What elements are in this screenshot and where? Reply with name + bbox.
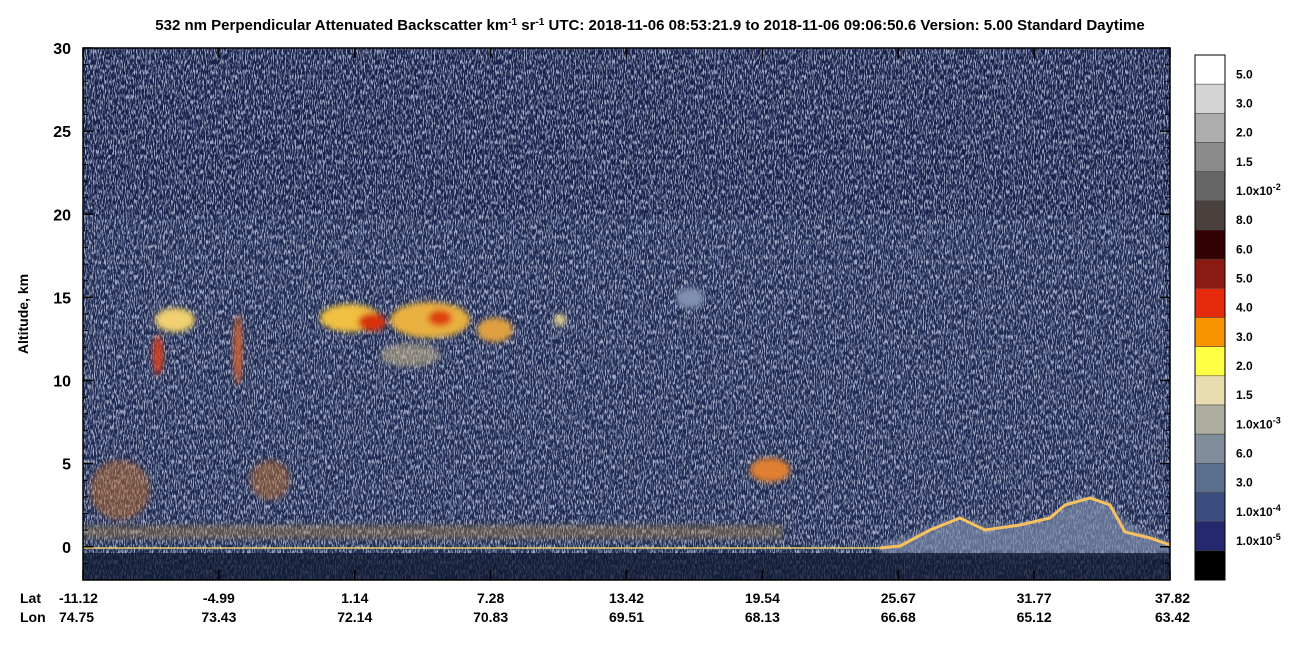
colorbar-label: 5.0 — [1236, 67, 1253, 81]
colorbar-label: 8.0 — [1236, 213, 1253, 227]
colorbar-label: 1.0x10-4 — [1236, 503, 1281, 519]
colorbar-label: 6.0 — [1236, 242, 1253, 256]
colorbar-swatch — [1194, 521, 1226, 552]
x-tick-label: 72.14 — [337, 609, 372, 625]
x-tick-label: 37.82 — [1155, 590, 1190, 606]
colorbar-swatch — [1194, 229, 1226, 260]
x-tick-label: 25.67 — [881, 590, 916, 606]
colorbar-label: 4.0 — [1236, 301, 1253, 315]
colorbar-label-exp: -2 — [1273, 182, 1281, 192]
colorbar-label: 3.0 — [1236, 97, 1253, 111]
colorbar-label: 1.0x10-3 — [1236, 415, 1281, 431]
colorbar-label: 2.0 — [1236, 359, 1253, 373]
colorbar-swatch — [1194, 550, 1226, 581]
x-row-label: Lon — [20, 609, 46, 625]
colorbar-label: 3.0 — [1236, 330, 1253, 344]
y-tick-label: 20 — [53, 207, 71, 224]
colorbar-label: 6.0 — [1236, 447, 1253, 461]
surface-return — [879, 496, 1170, 550]
colorbar-label-base: 1.0x10 — [1236, 534, 1273, 548]
y-tick-label: 0 — [62, 540, 71, 557]
y-tick-label: 10 — [53, 374, 71, 391]
colorbar-label: 5.0 — [1236, 272, 1253, 286]
colorbar-swatch — [1194, 142, 1226, 172]
colorbar-label: 1.0x10-2 — [1236, 182, 1281, 198]
x-tick-label: 65.12 — [1017, 609, 1052, 625]
colorbar-label: 1.0x10-5 — [1236, 532, 1281, 548]
y-axis-label: Altitude, km — [15, 274, 31, 354]
title-part: 532 nm Perpendicular Attenuated Backscat… — [155, 17, 508, 34]
colorbar-swatch — [1194, 54, 1226, 85]
y-tick-label: 30 — [53, 41, 71, 58]
colorbar-swatch — [1194, 346, 1226, 377]
colorbar-label-base: 1.0x10 — [1236, 417, 1273, 431]
y-tick-label: 25 — [53, 124, 71, 141]
colorbar-swatch — [1194, 375, 1226, 406]
colorbar-swatch — [1194, 463, 1226, 493]
colorbar-label-exp: -3 — [1273, 415, 1281, 425]
title-part: UTC: 2018-11-06 08:53:21.9 to 2018-11-06… — [544, 17, 1144, 34]
title-part: -1 — [535, 17, 544, 28]
colorbar-label: 3.0 — [1236, 476, 1253, 490]
x-tick-label: -11.12 — [59, 590, 98, 606]
colorbar-label-exp: -5 — [1273, 532, 1281, 542]
x-tick-label: 69.51 — [609, 609, 644, 625]
chart-title: 532 nm Perpendicular Attenuated Backscat… — [155, 17, 1144, 35]
cloud-features — [83, 288, 1170, 555]
colorbar-swatch — [1194, 113, 1226, 143]
x-tick-label: 1.14 — [341, 590, 368, 606]
colorbar-swatch — [1194, 200, 1226, 231]
colorbar-swatch — [1194, 288, 1226, 318]
x-tick-label: 19.54 — [745, 590, 780, 606]
x-tick-label: -4.99 — [203, 590, 235, 606]
x-tick-label: 70.83 — [473, 609, 508, 625]
x-tick-label: 74.75 — [59, 609, 94, 625]
colorbar-swatch — [1194, 492, 1226, 522]
colorbar-swatch — [1194, 171, 1226, 202]
colorbar-swatch — [1194, 433, 1226, 464]
colorbar-label: 1.5 — [1236, 388, 1253, 402]
x-tick-label: 7.28 — [477, 590, 504, 606]
x-tick-label: 63.42 — [1155, 609, 1190, 625]
colorbar-swatch — [1194, 83, 1226, 114]
colorbar-swatch — [1194, 258, 1226, 289]
x-tick-label: 73.43 — [201, 609, 236, 625]
colorbar-label-base: 1.0x10 — [1236, 184, 1273, 198]
noise — [83, 48, 1170, 580]
x-tick-label: 31.77 — [1017, 590, 1052, 606]
colorbar-label-exp: -4 — [1273, 503, 1281, 513]
colorbar-label: 1.5 — [1236, 155, 1253, 169]
colorbar-frame — [1194, 54, 1226, 581]
x-tick-label: 68.13 — [745, 609, 780, 625]
colorbar-swatch — [1194, 317, 1226, 347]
y-tick-label: 15 — [53, 290, 71, 307]
x-tick-label: 13.42 — [609, 590, 644, 606]
colorbar-label: 2.0 — [1236, 126, 1253, 140]
title-part: -1 — [508, 17, 517, 28]
backscatter-image — [83, 48, 1170, 580]
y-tick-label: 5 — [62, 457, 71, 474]
colorbar-label-base: 1.0x10 — [1236, 505, 1273, 519]
title-part: sr — [517, 17, 536, 34]
x-row-label: Lat — [20, 590, 41, 606]
x-tick-label: 66.68 — [881, 609, 916, 625]
colorbar-swatch — [1194, 404, 1226, 435]
